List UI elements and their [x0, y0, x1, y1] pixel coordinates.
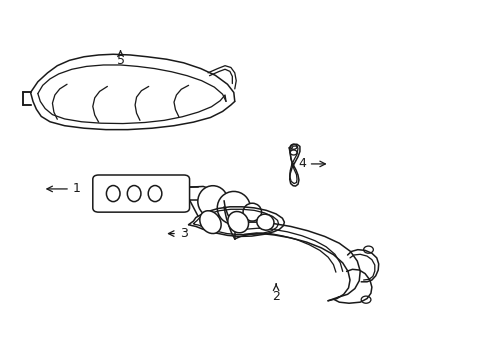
Ellipse shape: [243, 203, 261, 221]
Ellipse shape: [127, 185, 141, 202]
Text: 3: 3: [168, 227, 187, 240]
Text: 1: 1: [47, 183, 81, 195]
Ellipse shape: [198, 186, 227, 217]
Ellipse shape: [200, 211, 221, 234]
Ellipse shape: [227, 212, 248, 233]
Text: 2: 2: [272, 284, 280, 303]
Ellipse shape: [148, 185, 162, 202]
FancyBboxPatch shape: [93, 175, 189, 212]
Ellipse shape: [256, 214, 273, 230]
Text: 5: 5: [116, 51, 124, 67]
Ellipse shape: [217, 192, 250, 224]
Ellipse shape: [106, 185, 120, 202]
Text: 4: 4: [297, 157, 325, 170]
